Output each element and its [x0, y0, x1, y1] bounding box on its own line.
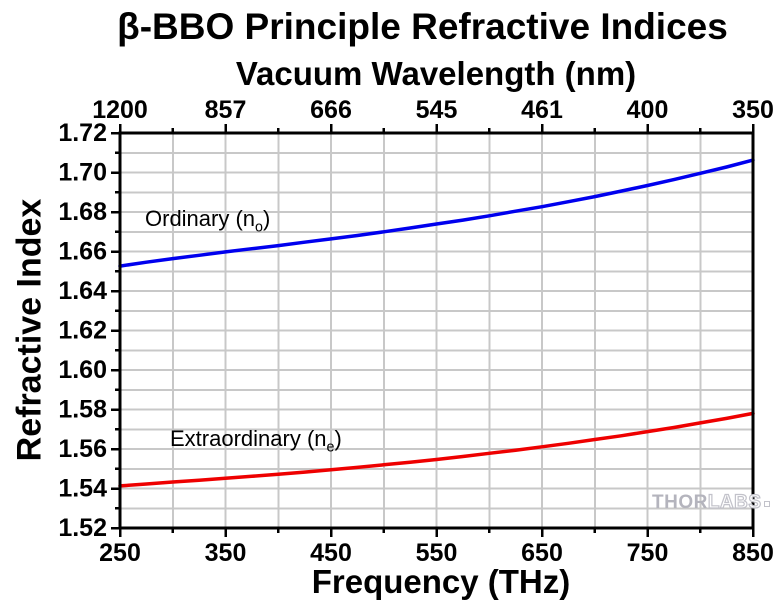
thorlabs-watermark: THORLABS — [652, 492, 770, 513]
x-tick-label-750: 750 — [627, 539, 669, 567]
y-axis-title: Refractive Index — [10, 198, 49, 462]
extraordinary-label-close: ) — [334, 426, 342, 451]
top-tick-label-400: 400 — [627, 96, 669, 124]
top-tick-label-857: 857 — [205, 96, 247, 124]
top-tick-label-461: 461 — [521, 96, 563, 124]
y-tick-label-1.64: 1.64 — [58, 277, 107, 305]
x-tick-label-250: 250 — [99, 539, 141, 567]
extraordinary-label-text: Extraordinary (n — [170, 426, 327, 451]
ordinary-label-close: ) — [263, 206, 271, 231]
y-tick-label-1.62: 1.62 — [58, 317, 107, 345]
chart-title: β-BBO Principle Refractive Indices — [117, 6, 728, 47]
ordinary-curve — [118, 158, 755, 268]
y-tick-label-1.68: 1.68 — [58, 198, 107, 226]
top-tick-label-1200: 1200 — [92, 96, 148, 124]
y-tick-label-1.54: 1.54 — [58, 475, 107, 503]
top-tick-label-350: 350 — [732, 96, 774, 124]
top-tick-label-545: 545 — [416, 96, 458, 124]
watermark-solid-text: THOR — [652, 492, 708, 513]
ordinary-label-text: Ordinary (n — [145, 206, 256, 231]
x-tick-label-450: 450 — [310, 539, 352, 567]
extraordinary-curve-label: Extraordinary (ne) — [170, 426, 342, 455]
y-tick-label-1.70: 1.70 — [58, 159, 107, 187]
y-tick-label-1.52: 1.52 — [58, 514, 107, 542]
y-tick-label-1.60: 1.60 — [58, 356, 107, 384]
watermark-outline-text: LABS — [707, 492, 762, 513]
grid-lines — [120, 133, 753, 528]
x-tick-label-350: 350 — [205, 539, 247, 567]
watermark-dot — [763, 501, 770, 507]
y-tick-label-1.72: 1.72 — [58, 119, 107, 147]
ordinary-curve-label: Ordinary (no) — [145, 206, 270, 235]
top-axis-title: Vacuum Wavelength (nm) — [235, 55, 637, 92]
y-tick-label-1.56: 1.56 — [58, 435, 107, 463]
tick-labels: 250 350 450 550 650 750 850 1200 857 666 545 461 400… — [58, 96, 774, 567]
x-tick-label-650: 650 — [521, 539, 563, 567]
x-tick-label-550: 550 — [416, 539, 458, 567]
tick-marks — [111, 124, 755, 537]
y-tick-label-1.66: 1.66 — [58, 238, 107, 266]
ordinary-label-subscript: o — [255, 219, 263, 236]
extraordinary-label-subscript: e — [326, 439, 335, 456]
x-tick-label-850: 850 — [732, 539, 774, 567]
top-tick-label-666: 666 — [310, 96, 352, 124]
x-axis-title: Frequency (THz) — [311, 563, 571, 600]
y-tick-label-1.58: 1.58 — [58, 396, 107, 424]
extraordinary-curve — [118, 411, 755, 488]
